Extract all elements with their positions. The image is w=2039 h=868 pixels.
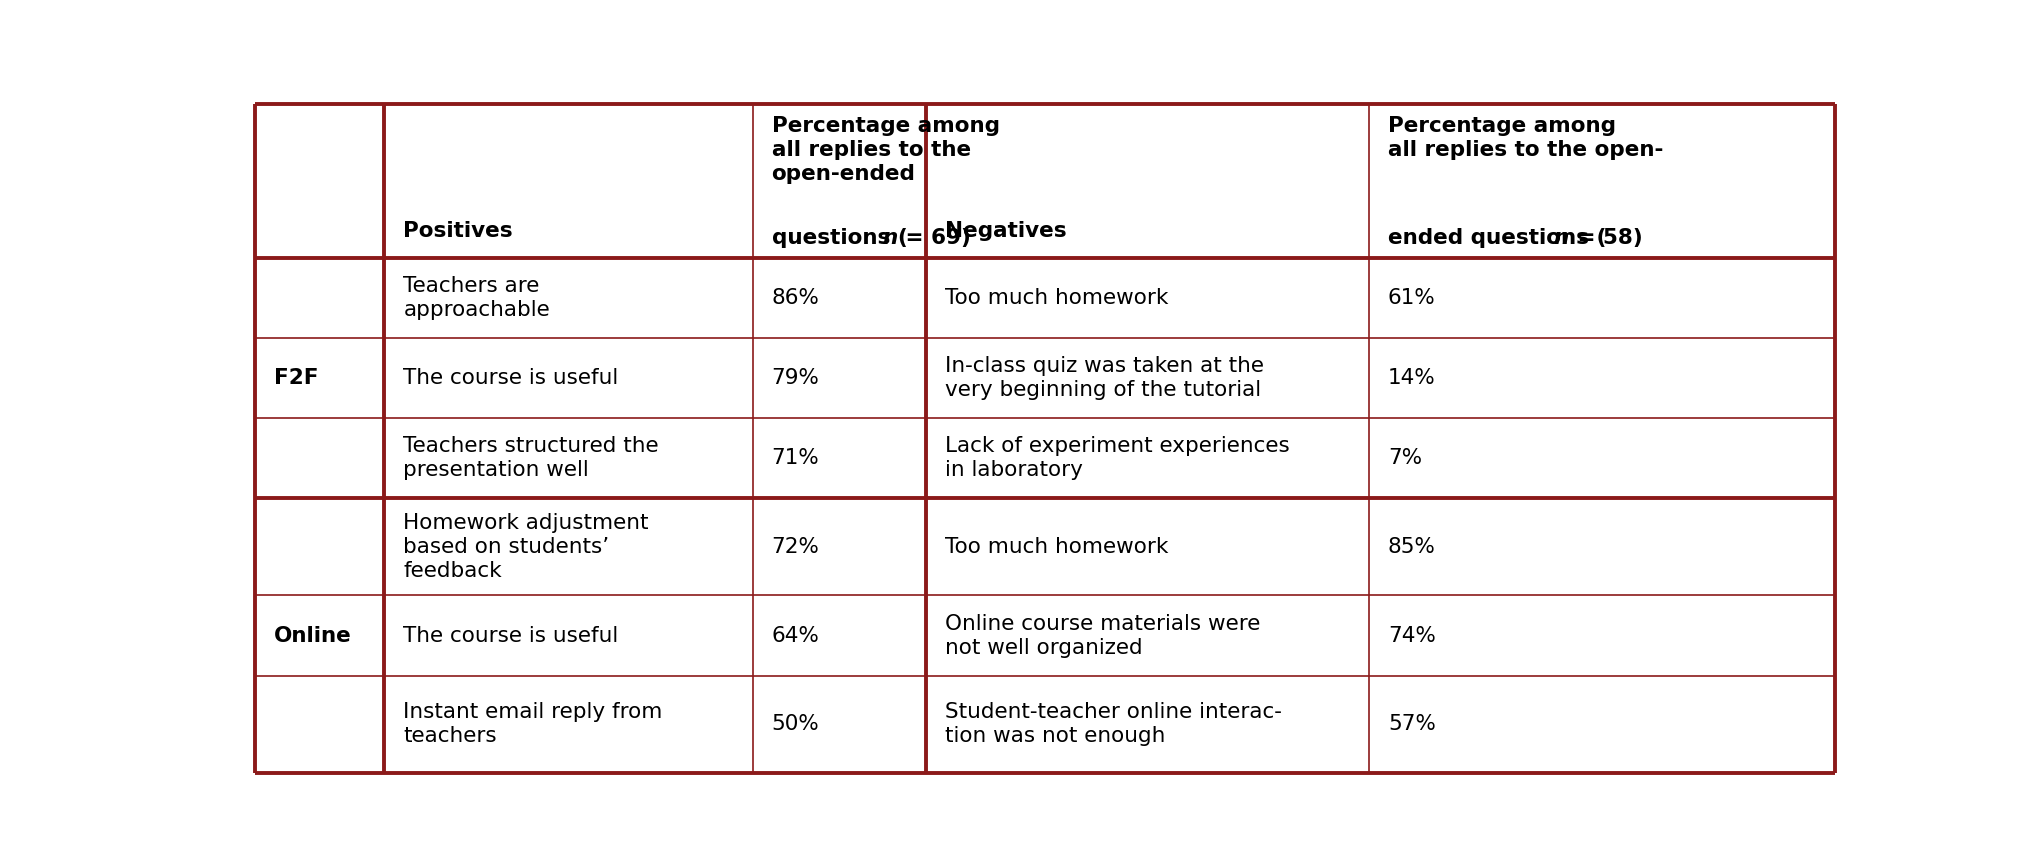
Text: The course is useful: The course is useful xyxy=(404,368,618,388)
Text: The course is useful: The course is useful xyxy=(404,626,618,646)
Text: 50%: 50% xyxy=(771,714,820,734)
Text: 79%: 79% xyxy=(771,368,820,388)
Text: In-class quiz was taken at the
very beginning of the tutorial: In-class quiz was taken at the very begi… xyxy=(946,356,1264,400)
Text: 72%: 72% xyxy=(771,537,820,557)
Text: 71%: 71% xyxy=(771,449,820,469)
Text: Teachers structured the
presentation well: Teachers structured the presentation wel… xyxy=(404,437,659,480)
Text: Student-teacher online interac-
tion was not enough: Student-teacher online interac- tion was… xyxy=(946,702,1283,746)
Text: 64%: 64% xyxy=(771,626,820,646)
Text: 85%: 85% xyxy=(1389,537,1435,557)
Text: F2F: F2F xyxy=(273,368,318,388)
Text: ended questions (: ended questions ( xyxy=(1389,227,1607,248)
Text: Online: Online xyxy=(273,626,351,646)
Text: Lack of experiment experiences
in laboratory: Lack of experiment experiences in labora… xyxy=(946,437,1291,480)
Text: n: n xyxy=(1554,227,1570,248)
Text: Instant email reply from
teachers: Instant email reply from teachers xyxy=(404,702,663,746)
Text: n: n xyxy=(883,227,897,248)
Text: 14%: 14% xyxy=(1389,368,1435,388)
Text: Percentage among
all replies to the
open-ended: Percentage among all replies to the open… xyxy=(771,116,999,184)
Text: = 58): = 58) xyxy=(1570,227,1641,248)
Text: questions (: questions ( xyxy=(771,227,907,248)
Text: 74%: 74% xyxy=(1389,626,1435,646)
Text: Percentage among
all replies to the open-: Percentage among all replies to the open… xyxy=(1389,116,1664,161)
Text: Too much homework: Too much homework xyxy=(946,288,1168,308)
Text: Negatives: Negatives xyxy=(946,221,1066,241)
Text: 57%: 57% xyxy=(1389,714,1435,734)
Text: 61%: 61% xyxy=(1389,288,1435,308)
Text: Online course materials were
not well organized: Online course materials were not well or… xyxy=(946,614,1260,657)
Text: 86%: 86% xyxy=(771,288,820,308)
Text: Too much homework: Too much homework xyxy=(946,537,1168,557)
Text: = 69): = 69) xyxy=(897,227,971,248)
Text: 7%: 7% xyxy=(1389,449,1421,469)
Text: Teachers are
approachable: Teachers are approachable xyxy=(404,276,551,320)
Text: Homework adjustment
based on students’
feedback: Homework adjustment based on students’ f… xyxy=(404,513,648,581)
Text: Positives: Positives xyxy=(404,221,514,241)
